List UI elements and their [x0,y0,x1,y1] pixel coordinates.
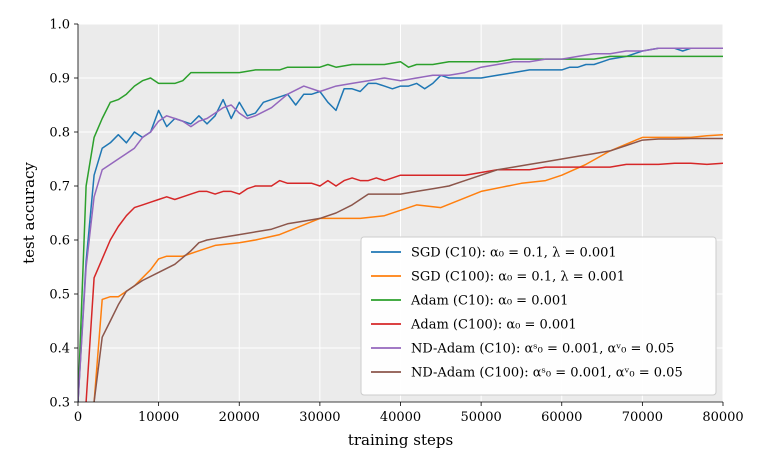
legend-box [360,236,717,396]
y-tick-label: 0.6 [49,234,70,249]
legend-label: SGD (C10): α₀ = 0.1, λ = 0.001 [411,246,617,261]
series-line-nd-adam-c100 [93,137,723,402]
legend-label: Adam (C100): α₀ = 0.001 [410,318,577,333]
legend: SGD (C10): α₀ = 0.1, λ = 0.001 SGD (C100)… [360,236,717,396]
legend-label: ND-Adam (C100): αˢ₀ = 0.001, αᵛ₀ = 0.05 [411,366,683,381]
x-tick-label: 0 [74,410,82,425]
y-tick-label: 0.3 [49,396,70,411]
x-tick-label: 40000 [380,410,421,425]
x-tick-label: 30000 [299,410,340,425]
series-line-nd-adam-c10 [78,47,723,402]
series-layer [78,47,723,402]
legend-label: Adam (C10): α₀ = 0.001 [410,294,568,309]
series-line-sgd-c100 [93,133,723,402]
y-tick-label: 0.4 [49,342,70,357]
x-tick-label: 60000 [541,410,582,425]
legend-label: SGD (C100): α₀ = 0.1, λ = 0.001 [411,270,625,285]
y-axis-label: test accuracy [20,162,38,264]
y-tick-label: 0.5 [49,288,70,303]
x-tick-label: 10000 [138,410,179,425]
x-tick-label: 50000 [460,410,501,425]
y-tick-label: 0.7 [49,180,70,195]
x-tick-label: 80000 [702,410,743,425]
y-tick-label: 0.8 [49,126,70,141]
x-tick-label: 20000 [219,410,260,425]
series-line-adam-c100 [85,162,723,402]
legend-label: ND-Adam (C10): αˢ₀ = 0.001, αᵛ₀ = 0.05 [411,342,674,357]
series-line-adam-c10 [78,55,723,402]
x-axis-label: training steps [348,431,453,449]
y-tick-label: 1.0 [49,18,70,33]
x-tick-label: 70000 [622,410,663,425]
axes: 0 10000 20000 30000 40000 50000 60000 70000 8000… [49,18,743,426]
series-line-sgd-c10 [78,47,723,402]
y-tick-label: 0.9 [49,72,70,87]
